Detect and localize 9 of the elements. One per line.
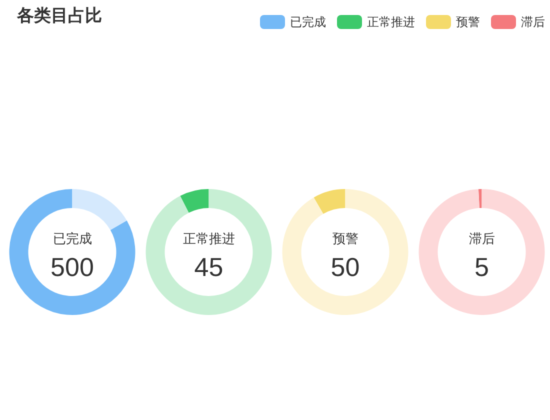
legend-label: 滞后 — [521, 15, 545, 29]
label: 已完成 — [52, 231, 92, 246]
legend-label: 正常推进 — [367, 15, 415, 29]
label: 预警 — [332, 231, 358, 246]
legend-label: 已完成 — [290, 15, 326, 29]
legend-label: 预警 — [456, 15, 480, 29]
label: 正常推进 — [182, 231, 235, 246]
label: 滞后 — [468, 231, 495, 246]
title: 各类目占比 — [17, 6, 102, 25]
